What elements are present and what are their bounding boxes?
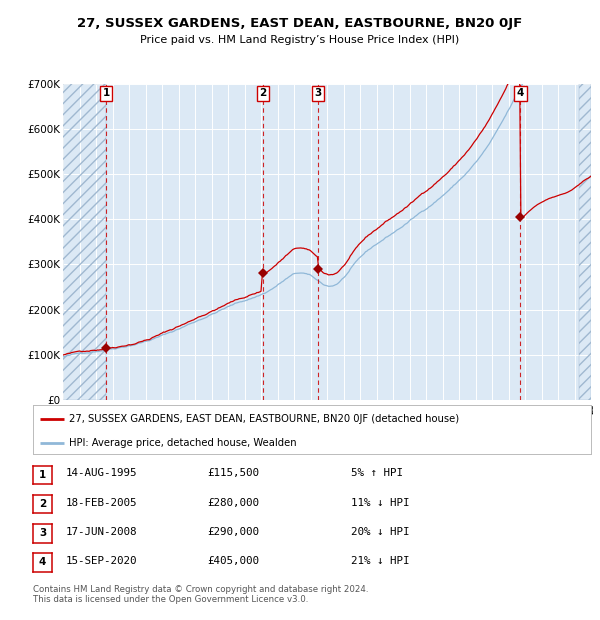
Text: 15-SEP-2020: 15-SEP-2020 bbox=[66, 556, 137, 566]
Text: 4: 4 bbox=[517, 88, 524, 98]
Text: £405,000: £405,000 bbox=[207, 556, 259, 566]
Text: 2: 2 bbox=[39, 499, 46, 509]
Text: 4: 4 bbox=[39, 557, 46, 567]
Text: £280,000: £280,000 bbox=[207, 497, 259, 508]
Text: 14-AUG-1995: 14-AUG-1995 bbox=[66, 468, 137, 479]
Text: 1: 1 bbox=[39, 470, 46, 480]
Text: 3: 3 bbox=[314, 88, 322, 98]
Text: 5% ↑ HPI: 5% ↑ HPI bbox=[351, 468, 403, 479]
Text: 1: 1 bbox=[103, 88, 110, 98]
Text: Price paid vs. HM Land Registry’s House Price Index (HPI): Price paid vs. HM Land Registry’s House … bbox=[140, 35, 460, 45]
Text: 27, SUSSEX GARDENS, EAST DEAN, EASTBOURNE, BN20 0JF: 27, SUSSEX GARDENS, EAST DEAN, EASTBOURN… bbox=[77, 17, 523, 30]
Text: 18-FEB-2005: 18-FEB-2005 bbox=[66, 497, 137, 508]
Text: 20% ↓ HPI: 20% ↓ HPI bbox=[351, 526, 410, 537]
Text: HPI: Average price, detached house, Wealden: HPI: Average price, detached house, Weal… bbox=[69, 438, 297, 448]
Text: 2: 2 bbox=[259, 88, 266, 98]
Text: 27, SUSSEX GARDENS, EAST DEAN, EASTBOURNE, BN20 0JF (detached house): 27, SUSSEX GARDENS, EAST DEAN, EASTBOURN… bbox=[69, 414, 460, 423]
Text: 11% ↓ HPI: 11% ↓ HPI bbox=[351, 497, 410, 508]
Text: Contains HM Land Registry data © Crown copyright and database right 2024.
This d: Contains HM Land Registry data © Crown c… bbox=[33, 585, 368, 604]
Text: 17-JUN-2008: 17-JUN-2008 bbox=[66, 526, 137, 537]
Text: £115,500: £115,500 bbox=[207, 468, 259, 479]
Text: 3: 3 bbox=[39, 528, 46, 538]
Text: £290,000: £290,000 bbox=[207, 526, 259, 537]
Text: 21% ↓ HPI: 21% ↓ HPI bbox=[351, 556, 410, 566]
